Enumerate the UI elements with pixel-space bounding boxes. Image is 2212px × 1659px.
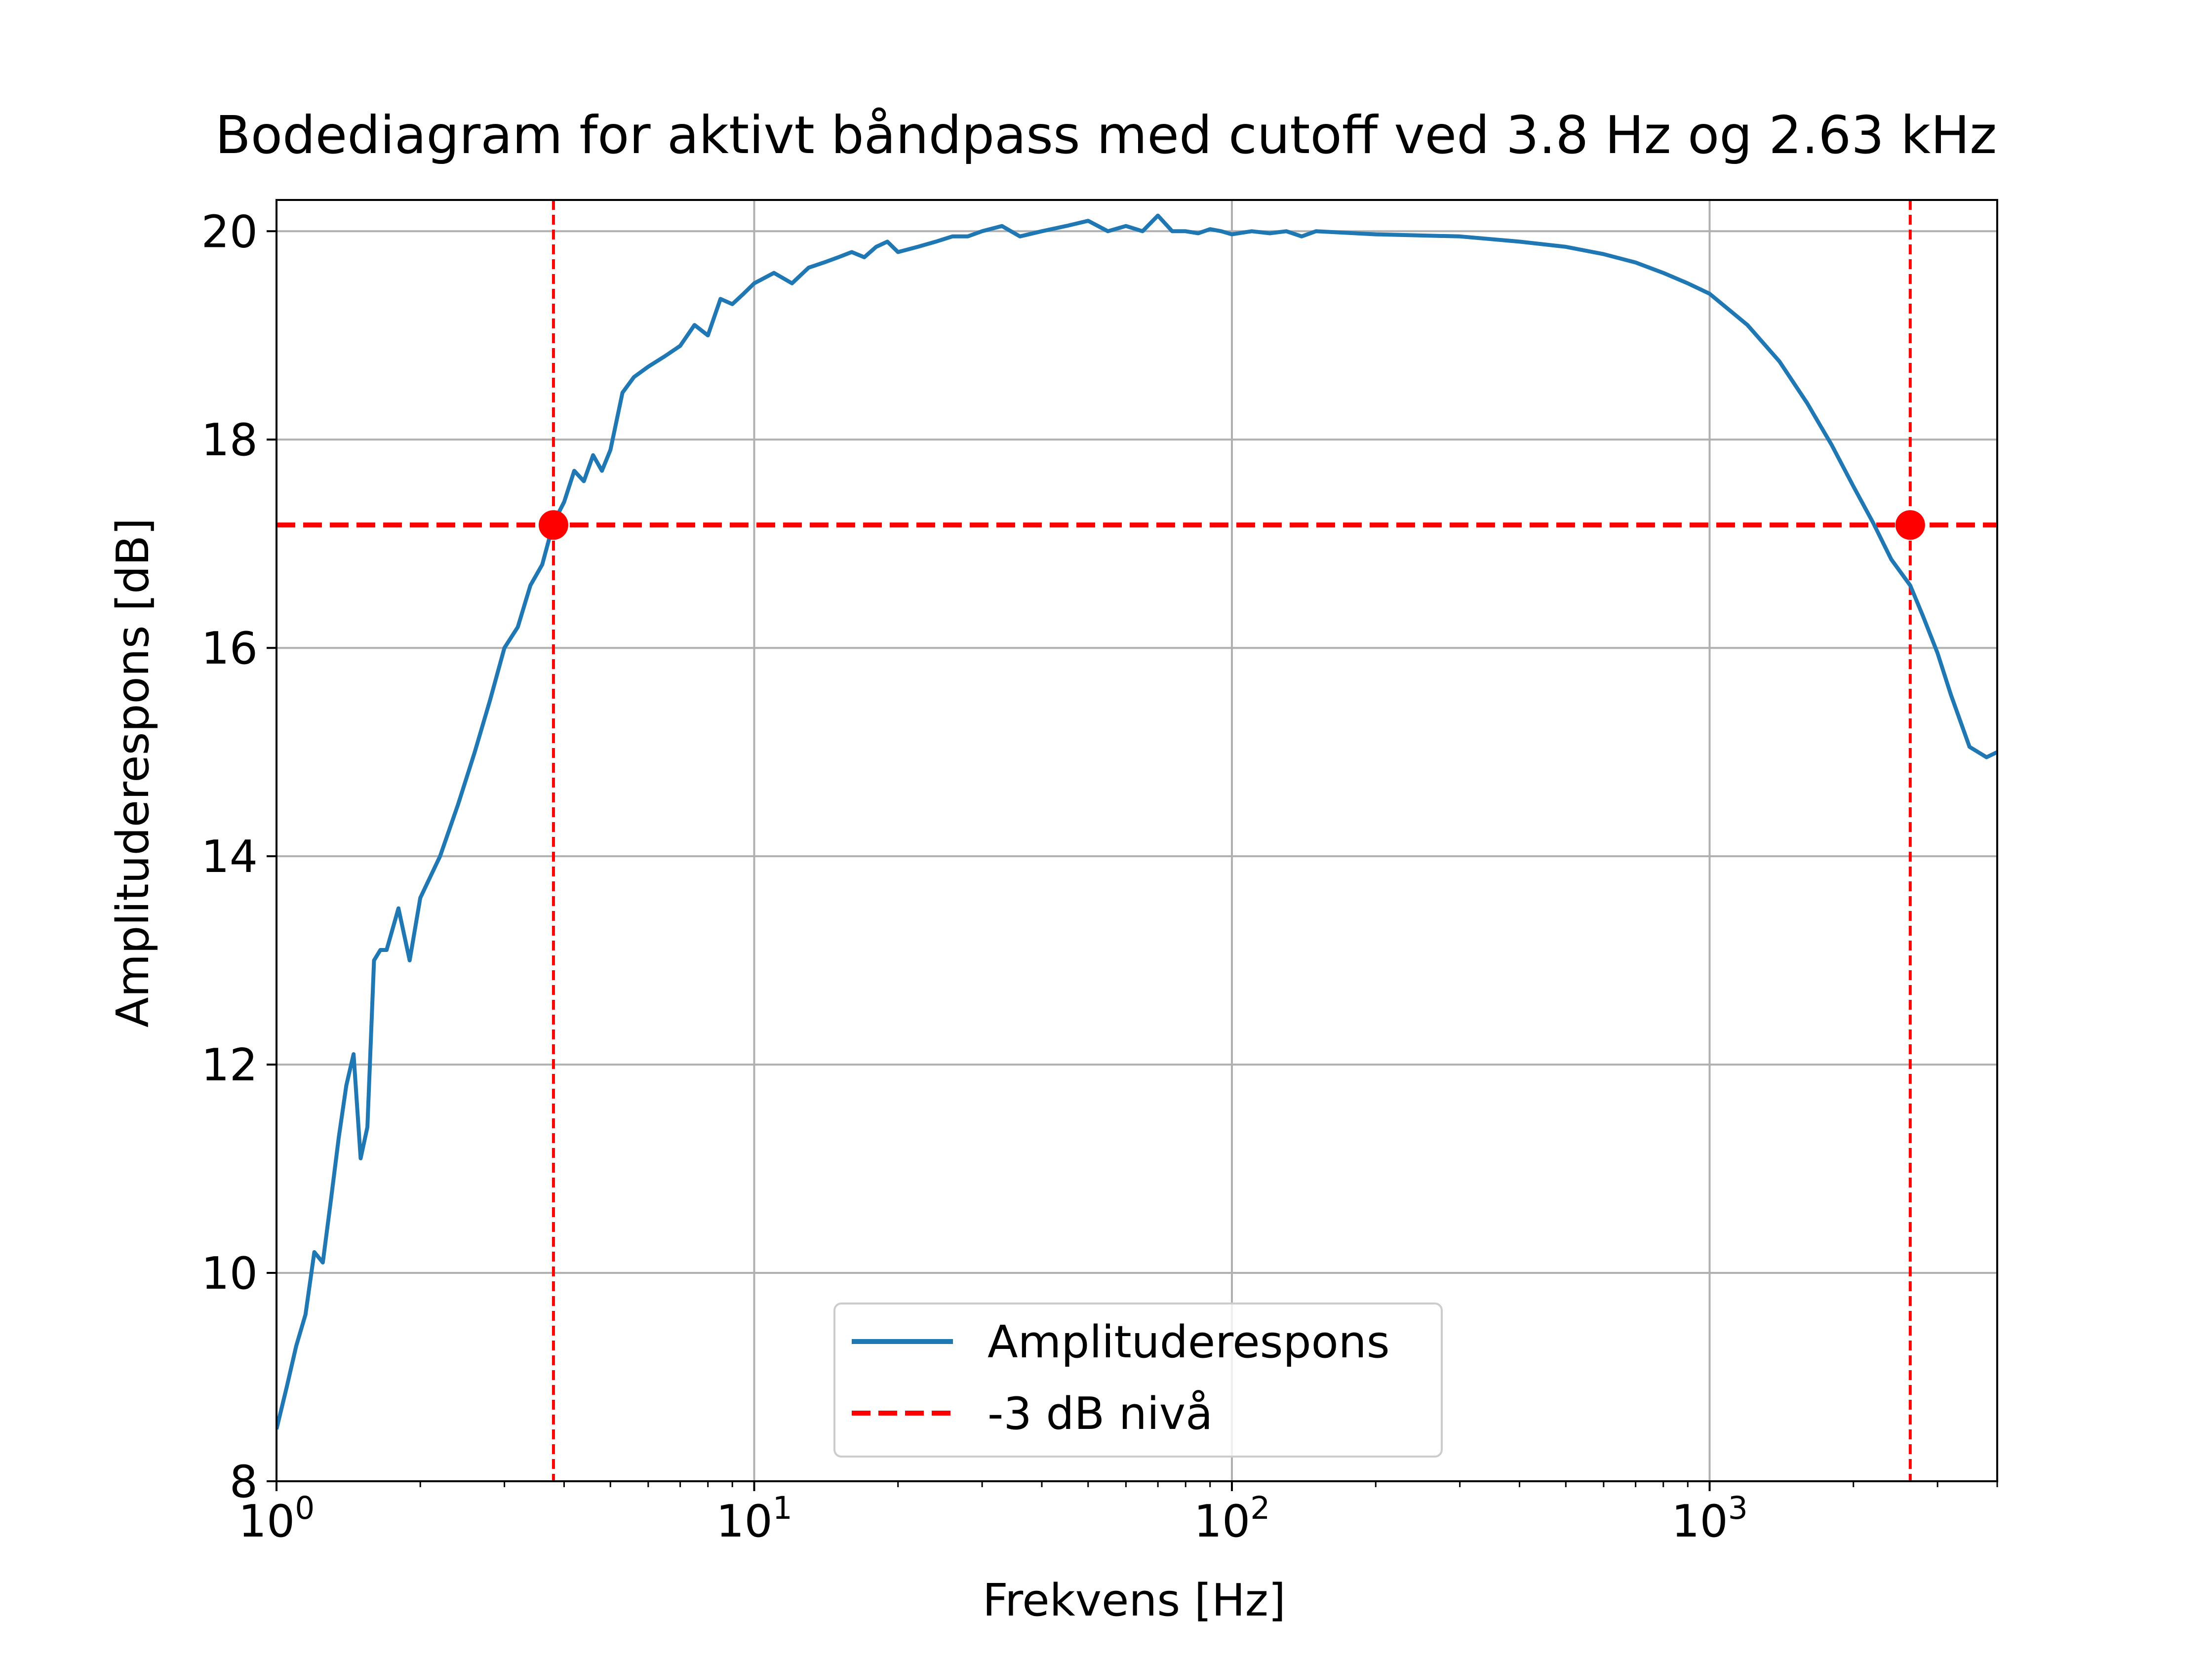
legend: Amplituderespons -3 dB nivå	[833, 1303, 1443, 1458]
cutoff-marker	[1895, 510, 1925, 540]
x-axis-label: Frekvens [Hz]	[983, 1575, 1286, 1626]
cutoff-marker	[538, 510, 568, 540]
amplitude-response-line	[276, 213, 1997, 1430]
legend-label-amplitude: Amplituderespons	[988, 1316, 1390, 1368]
y-tick-label: 14	[201, 831, 258, 883]
series-layer	[276, 213, 1997, 1430]
y-tick-label: 10	[201, 1248, 258, 1300]
reference-lines	[276, 200, 1997, 1481]
y-tick-label: 8	[230, 1456, 258, 1508]
y-tick-label: 16	[201, 623, 258, 674]
cutoff-markers	[538, 510, 1925, 540]
x-tick-label: 102	[1194, 1490, 1270, 1547]
legend-label-3db: -3 dB nivå	[988, 1388, 1213, 1440]
y-tick-label: 18	[201, 414, 258, 466]
plot-frame	[276, 199, 1998, 1482]
y-axis-ticks: 8 10 12 14 16 18 20	[201, 206, 276, 1508]
x-tick-label: 101	[716, 1490, 792, 1547]
x-axis-ticks: 100 101 102 103	[238, 1481, 1998, 1547]
x-tick-label: 100	[238, 1490, 315, 1547]
plot-background	[276, 200, 1997, 1481]
legend-box	[833, 1303, 1443, 1458]
chart-title: Bodediagram for aktivt båndpass med cuto…	[215, 105, 1997, 165]
y-tick-label: 20	[201, 206, 258, 258]
y-axis-label: Amplituderespons [dB]	[107, 518, 159, 1027]
y-tick-label: 12	[201, 1039, 258, 1091]
plot-area	[276, 199, 1998, 1482]
x-tick-label: 103	[1671, 1490, 1748, 1547]
